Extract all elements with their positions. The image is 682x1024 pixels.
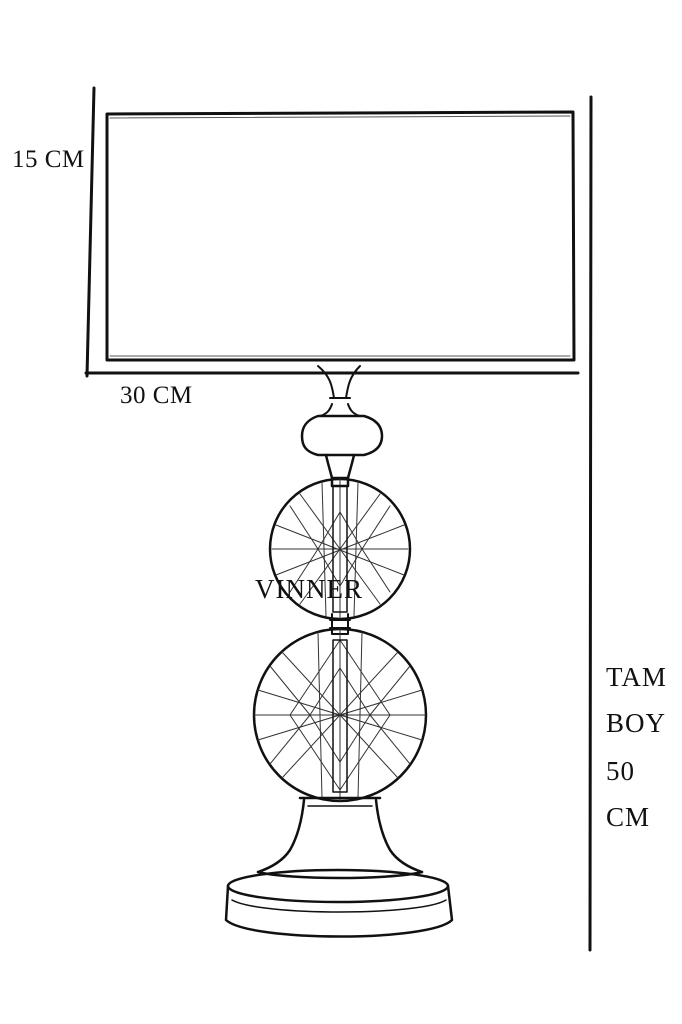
total-height-dimension-line — [588, 95, 593, 952]
upper-collar — [300, 414, 384, 488]
lower-crystal-ball — [252, 627, 428, 803]
shade-width-label: 30 CM — [120, 382, 193, 409]
total-height-label-line-4: CM — [606, 802, 651, 832]
total-height-label-line-3: 50 — [606, 756, 635, 786]
total-height-label-line-2: BOY — [606, 708, 667, 738]
upper-crystal-ball — [268, 477, 412, 621]
lamp-shade — [105, 110, 576, 362]
lamp-neck — [317, 365, 361, 417]
brand-watermark: VINNER — [255, 574, 363, 604]
total-height-label-line-1: TAM — [606, 662, 667, 692]
shade-height-dimension-line — [85, 86, 96, 378]
lamp-base — [224, 796, 454, 938]
shade-height-label: 15 CM — [12, 146, 85, 173]
